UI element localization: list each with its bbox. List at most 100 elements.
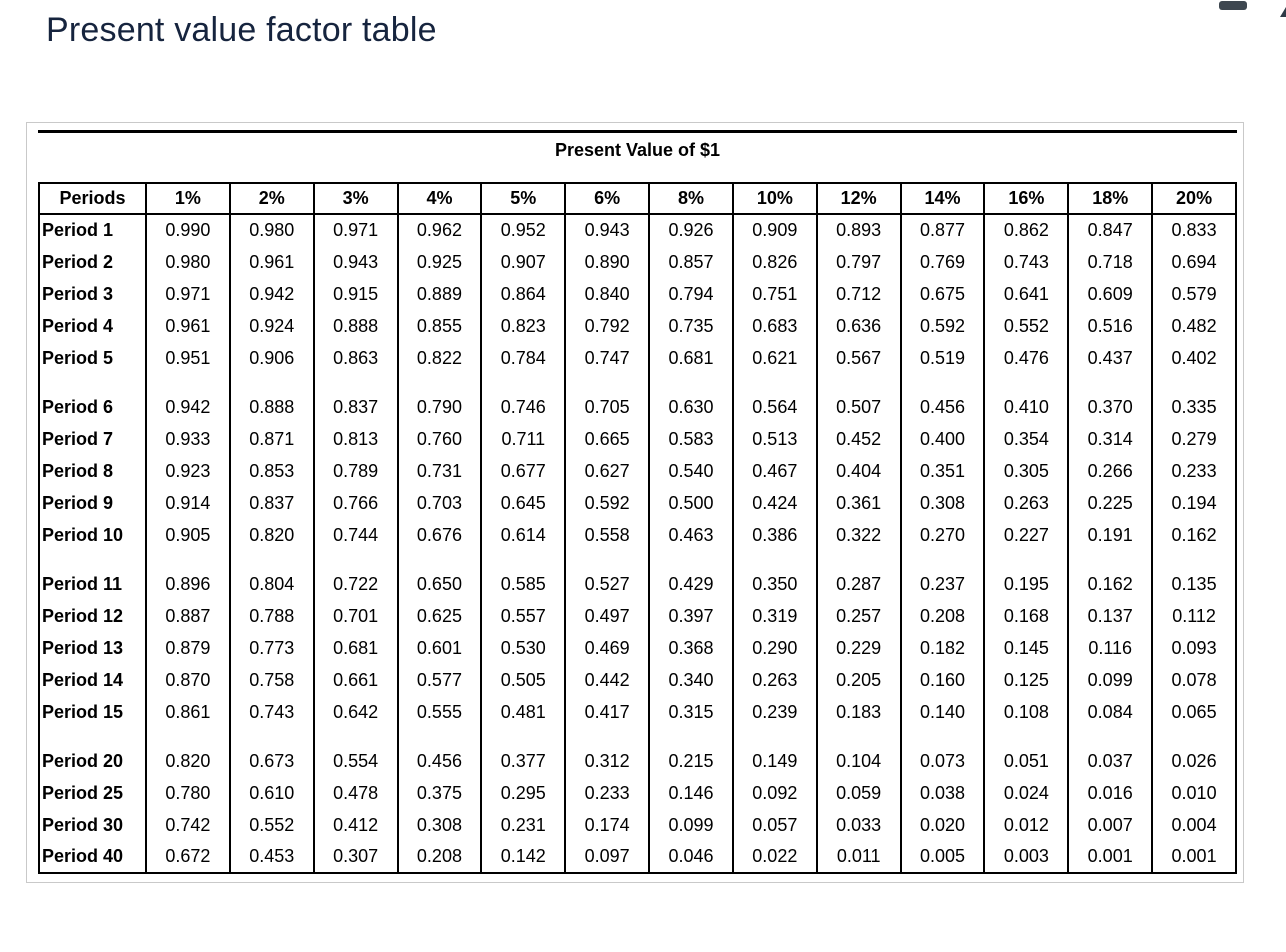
pv-cell: 0.735 xyxy=(648,310,733,342)
pv-cell: 0.513 xyxy=(731,423,817,455)
pv-cell: 0.340 xyxy=(648,664,733,696)
pv-cell: 0.822 xyxy=(396,342,482,374)
spacer-cell xyxy=(731,551,817,568)
spacer-cell xyxy=(815,374,901,391)
pv-cell: 0.837 xyxy=(228,487,314,519)
pv-cell: 0.610 xyxy=(228,777,314,809)
pv-cell: 0.215 xyxy=(648,745,733,777)
spacer-cell xyxy=(1151,374,1236,391)
row-label: Period 8 xyxy=(38,455,146,487)
pv-cell: 0.478 xyxy=(312,777,398,809)
table-row: Period 9 0.914 0.837 0.766 0.703 0.645 0.592 0.… xyxy=(38,487,1236,519)
spacer-cell xyxy=(815,551,901,568)
pv-cell: 0.051 xyxy=(983,745,1069,777)
pv-cell: 0.942 xyxy=(145,391,230,423)
pv-cell: 0.308 xyxy=(396,809,482,841)
pv-cell: 0.162 xyxy=(1067,568,1153,600)
pv-cell: 0.370 xyxy=(1067,391,1153,423)
pv-cell: 0.909 xyxy=(731,214,817,246)
column-header-1pct: 1% xyxy=(145,183,230,215)
pv-cell: 0.463 xyxy=(648,519,733,551)
pv-cell: 0.092 xyxy=(731,777,817,809)
pv-cell: 0.112 xyxy=(1151,600,1236,632)
pv-cell: 0.980 xyxy=(228,214,314,246)
pv-cell: 0.227 xyxy=(983,519,1069,551)
pv-cell: 0.641 xyxy=(983,278,1069,310)
pv-cell: 0.007 xyxy=(1067,809,1153,841)
pv-cell: 0.642 xyxy=(312,696,398,728)
pv-cell: 0.003 xyxy=(983,841,1069,873)
pv-cell: 0.915 xyxy=(312,278,398,310)
pv-cell: 0.952 xyxy=(480,214,566,246)
pv-cell: 0.924 xyxy=(228,310,314,342)
pv-cell: 0.093 xyxy=(1151,632,1236,664)
table-row: Period 30 0.742 0.552 0.412 0.308 0.231 0.174 0… xyxy=(38,809,1236,841)
pv-cell: 0.005 xyxy=(899,841,985,873)
pv-cell: 0.519 xyxy=(899,342,985,374)
pv-cell: 0.516 xyxy=(1067,310,1153,342)
spacer-cell xyxy=(145,728,230,745)
pv-cell: 0.038 xyxy=(899,777,985,809)
pv-cell: 0.412 xyxy=(312,809,398,841)
table-row: Period 40 0.672 0.453 0.307 0.208 0.142 0.097 0… xyxy=(38,841,1236,873)
pv-cell: 0.319 xyxy=(731,600,817,632)
pv-cell: 0.887 xyxy=(145,600,230,632)
column-header-2pct: 2% xyxy=(228,183,314,215)
pv-cell: 0.555 xyxy=(396,696,482,728)
pv-cell: 0.012 xyxy=(983,809,1069,841)
pv-cell: 0.295 xyxy=(480,777,566,809)
pv-cell: 0.712 xyxy=(815,278,901,310)
pv-cell: 0.505 xyxy=(480,664,566,696)
pv-cell: 0.351 xyxy=(899,455,985,487)
column-header-periods: Periods xyxy=(38,183,146,215)
pv-cell: 0.354 xyxy=(983,423,1069,455)
pv-cell: 0.305 xyxy=(983,455,1069,487)
pv-cell: 0.855 xyxy=(396,310,482,342)
row-label: Period 5 xyxy=(38,342,146,374)
column-header-18pct: 18% xyxy=(1067,183,1153,215)
pv-cell: 0.557 xyxy=(480,600,566,632)
pv-cell: 0.057 xyxy=(731,809,817,841)
pv-cell: 0.266 xyxy=(1067,455,1153,487)
table-row: Period 11 0.896 0.804 0.722 0.650 0.585 0.527 0… xyxy=(38,568,1236,600)
pv-cell: 0.237 xyxy=(899,568,985,600)
pv-cell: 0.925 xyxy=(396,246,482,278)
pv-cell: 0.116 xyxy=(1067,632,1153,664)
column-header-14pct: 14% xyxy=(899,183,985,215)
spacer-cell xyxy=(396,728,482,745)
spacer-cell xyxy=(648,551,733,568)
pv-cell: 0.208 xyxy=(396,841,482,873)
pv-cell: 0.701 xyxy=(312,600,398,632)
spacer-cell xyxy=(480,728,566,745)
pv-cell: 0.676 xyxy=(396,519,482,551)
pv-cell: 0.142 xyxy=(480,841,566,873)
pv-cell: 0.482 xyxy=(1151,310,1236,342)
spacer-cell xyxy=(648,374,733,391)
row-label: Period 30 xyxy=(38,809,146,841)
pv-cell: 0.279 xyxy=(1151,423,1236,455)
spacer-cell xyxy=(731,374,817,391)
table-row: Period 8 0.923 0.853 0.789 0.731 0.677 0.627 0.… xyxy=(38,455,1236,487)
pv-cell: 0.871 xyxy=(228,423,314,455)
pv-cell: 0.540 xyxy=(648,455,733,487)
pv-cell: 0.837 xyxy=(312,391,398,423)
row-label: Period 1 xyxy=(38,214,146,246)
pv-cell: 0.790 xyxy=(396,391,482,423)
pv-cell: 0.195 xyxy=(983,568,1069,600)
column-header-8pct: 8% xyxy=(648,183,733,215)
pv-cell: 0.099 xyxy=(648,809,733,841)
row-label: Period 14 xyxy=(38,664,146,696)
pv-cell: 0.788 xyxy=(228,600,314,632)
pv-cell: 0.312 xyxy=(564,745,650,777)
pv-cell: 0.307 xyxy=(312,841,398,873)
pv-cell: 0.467 xyxy=(731,455,817,487)
pv-cell: 0.645 xyxy=(480,487,566,519)
pv-cell: 0.149 xyxy=(731,745,817,777)
pv-cell: 0.718 xyxy=(1067,246,1153,278)
pv-cell: 0.257 xyxy=(815,600,901,632)
pv-cell: 0.233 xyxy=(564,777,650,809)
pv-cell: 0.861 xyxy=(145,696,230,728)
spacer-cell xyxy=(1067,551,1153,568)
pv-cell: 0.453 xyxy=(228,841,314,873)
pv-cell: 0.585 xyxy=(480,568,566,600)
